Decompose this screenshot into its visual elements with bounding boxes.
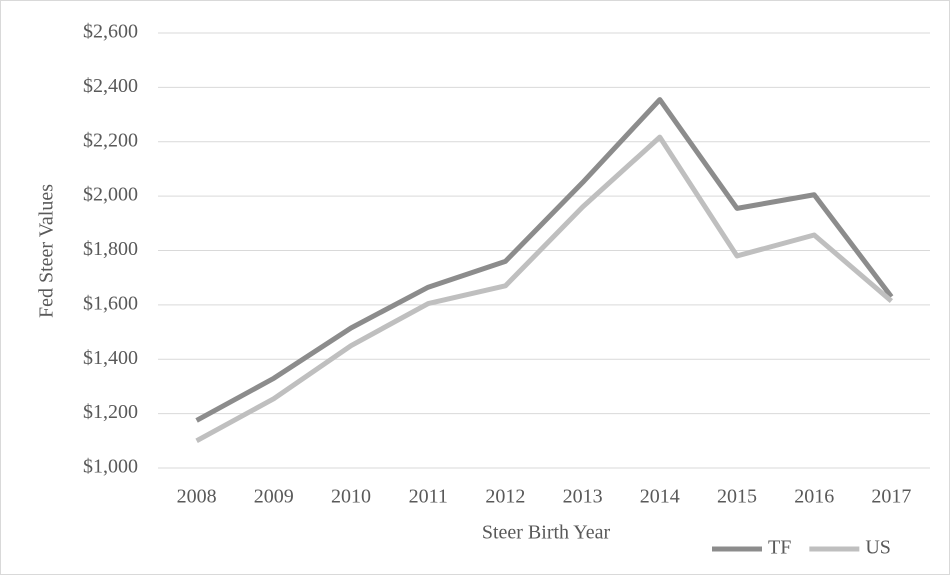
x-tick-label: 2010: [331, 486, 371, 508]
y-axis-label: Fed Steer Values: [36, 184, 58, 318]
x-tick-label: 2013: [563, 486, 603, 508]
legend-label: TF: [768, 537, 791, 559]
data-line: [195, 134, 894, 444]
x-tick-label: 2014: [640, 486, 680, 508]
y-tick-label: $1,200: [83, 401, 138, 423]
x-tick-label: 2017: [871, 486, 911, 508]
y-tick-label: $2,400: [83, 75, 138, 97]
legend-label: US: [865, 537, 891, 559]
y-tick-label: $1,800: [83, 238, 138, 260]
x-tick-label: 2012: [485, 486, 525, 508]
x-tick-label: 2011: [409, 486, 448, 508]
y-tick-label: $1,000: [83, 456, 138, 478]
y-tick-label: $2,200: [83, 129, 138, 151]
x-tick-label: 2009: [254, 486, 294, 508]
y-tick-label: $2,600: [83, 21, 138, 43]
x-axis-label: Steer Birth Year: [482, 522, 611, 544]
x-tick-label: 2016: [794, 486, 834, 508]
x-tick-label: 2015: [717, 486, 757, 508]
y-tick-label: $1,400: [83, 347, 138, 369]
y-tick-label: $2,000: [83, 184, 138, 206]
data-line: [195, 97, 894, 423]
x-tick-label: 2008: [177, 486, 217, 508]
y-tick-label: $1,600: [83, 292, 138, 314]
